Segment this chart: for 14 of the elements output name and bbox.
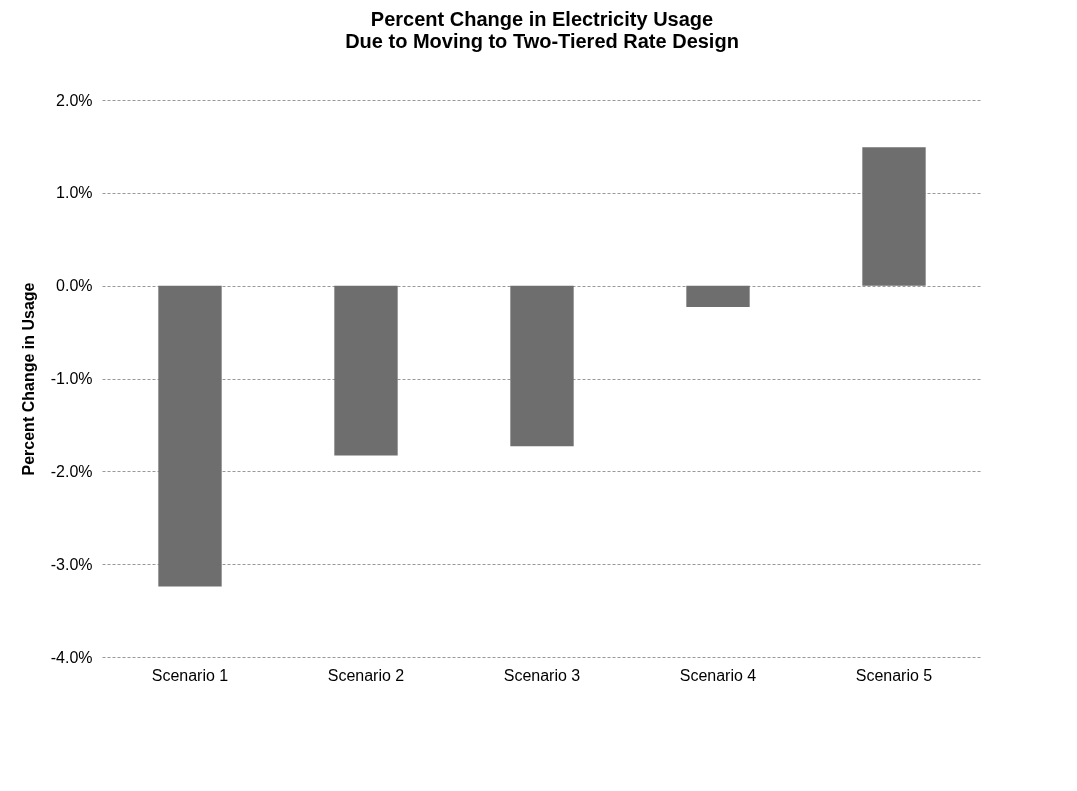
y-axis-title: Percent Change in Usage (19, 282, 37, 476)
y-tick-label: -1.0% (50, 370, 93, 387)
x-tick-label: Scenario 4 (679, 666, 757, 684)
y-tick-label: -3.0% (50, 555, 93, 573)
y-tick-label: -4.0% (50, 648, 93, 666)
x-tick-label: Scenario 3 (503, 666, 581, 684)
x-tick-label: Scenario 2 (327, 666, 405, 684)
y-tick-label: 1.0% (56, 184, 93, 202)
y-tick-label: -2.0% (50, 462, 93, 480)
x-tick-label: Scenario 1 (151, 666, 229, 684)
y-tick-label: 2.0% (56, 91, 93, 109)
y-tick-label: 0.0% (56, 277, 93, 295)
chart-title: Percent Change in Electricity Usage Due to Moving to Two-Tiered Rate Design (345, 8, 739, 52)
x-tick-label: Scenario 5 (855, 666, 933, 684)
